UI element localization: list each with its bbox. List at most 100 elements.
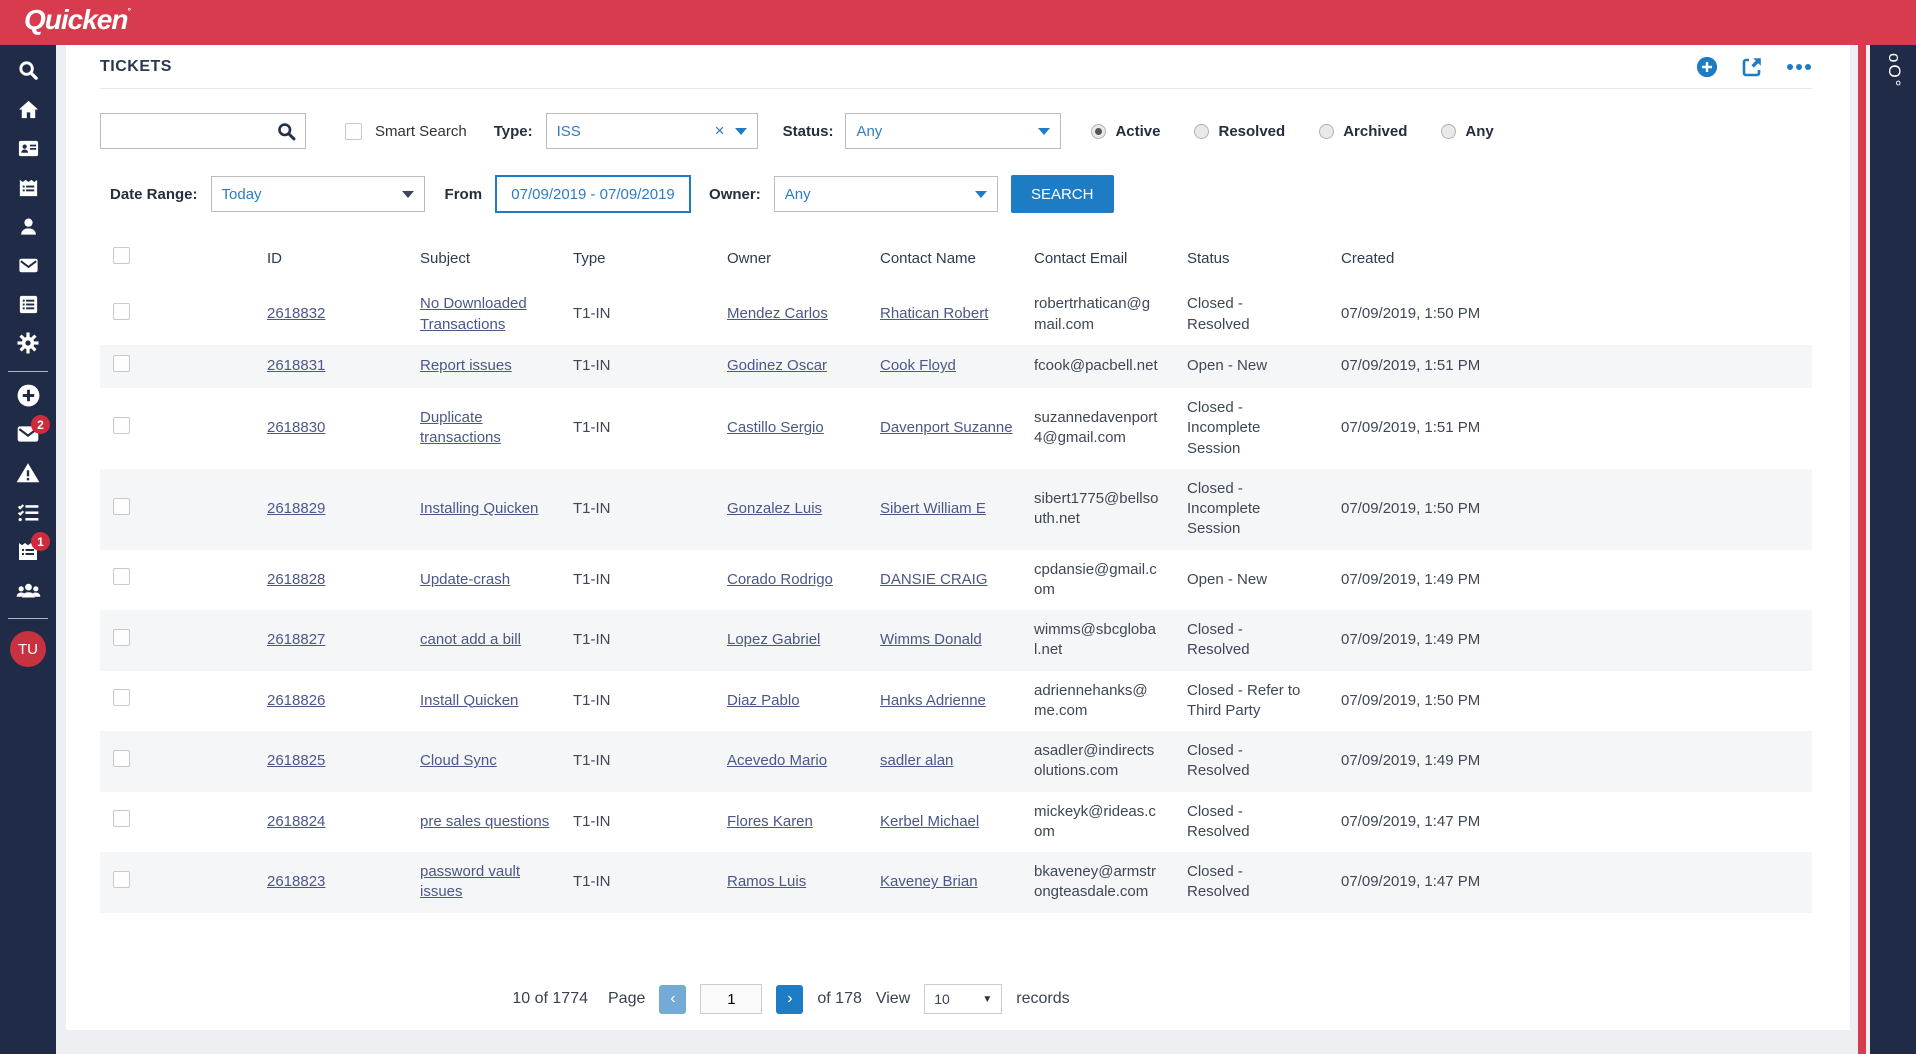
- sidebar-item-home[interactable]: [0, 92, 56, 131]
- row-checkbox[interactable]: [113, 354, 130, 372]
- column-header-created[interactable]: Created: [1341, 249, 1395, 267]
- column-header-contact-name[interactable]: Contact Name: [880, 249, 976, 267]
- row-checkbox[interactable]: [113, 416, 130, 434]
- row-checkbox[interactable]: [113, 749, 130, 767]
- radio-button[interactable]: [1319, 123, 1335, 139]
- column-header-id[interactable]: ID: [267, 249, 282, 267]
- ticket-subject-link[interactable]: canot add a bill: [420, 631, 521, 649]
- sidebar-item-tasks[interactable]: [0, 495, 56, 534]
- sidebar-item-alerts[interactable]: [0, 456, 56, 495]
- date-range-dropdown[interactable]: Today: [210, 176, 425, 212]
- contact-name-link[interactable]: sadler alan: [880, 752, 954, 770]
- ticket-subject-link[interactable]: Install Quicken: [420, 691, 519, 709]
- ticket-id-link[interactable]: 2618826: [267, 691, 326, 709]
- sidebar-item-my-tickets[interactable]: 1: [0, 532, 56, 573]
- next-page-button[interactable]: ›: [776, 984, 804, 1014]
- sidebar-item-search[interactable]: [0, 53, 56, 92]
- radio-button[interactable]: [1091, 123, 1107, 139]
- sidebar-item-contacts[interactable]: [0, 131, 56, 170]
- ticket-subject-link[interactable]: Report issues: [420, 357, 512, 375]
- prev-page-button[interactable]: ‹: [659, 984, 687, 1014]
- ticket-owner-link[interactable]: Ramos Luis: [727, 873, 807, 891]
- sidebar-item-profile[interactable]: [0, 209, 56, 248]
- ticket-owner-link[interactable]: Corado Rodrigo: [727, 570, 833, 588]
- ticket-owner-link[interactable]: Lopez Gabriel: [727, 631, 821, 649]
- sidebar-item-settings[interactable]: [0, 326, 56, 365]
- ticket-subject-link[interactable]: pre sales questions: [420, 812, 550, 830]
- search-icon[interactable]: [276, 121, 297, 147]
- sidebar-item-lists[interactable]: [0, 287, 56, 326]
- ticket-id-link[interactable]: 2618831: [267, 357, 326, 375]
- row-checkbox[interactable]: [113, 302, 130, 320]
- ticket-id-link[interactable]: 2618830: [267, 419, 326, 437]
- ticket-id-link[interactable]: 2618823: [267, 873, 326, 891]
- contact-name-link[interactable]: DANSIE CRAIG: [880, 570, 988, 588]
- ticket-id-link[interactable]: 2618828: [267, 570, 326, 588]
- row-checkbox[interactable]: [113, 689, 130, 707]
- right-collapsed-panel[interactable]: oO°: [1870, 45, 1916, 1054]
- owner-dropdown[interactable]: Any: [773, 176, 998, 212]
- ticket-search-input[interactable]: [101, 114, 271, 146]
- status-radio-archived[interactable]: Archived: [1319, 123, 1407, 140]
- ticket-subject-link[interactable]: Installing Quicken: [420, 500, 539, 517]
- ticket-owner-link[interactable]: Diaz Pablo: [727, 691, 800, 709]
- ticket-id-link[interactable]: 2618827: [267, 631, 326, 649]
- contact-name-link[interactable]: Kaveney Brian: [880, 873, 978, 891]
- contact-name-link[interactable]: Wimms Donald: [880, 631, 982, 649]
- row-checkbox[interactable]: [113, 628, 130, 646]
- row-checkbox[interactable]: [113, 870, 130, 888]
- ticket-id-link[interactable]: 2618829: [267, 500, 326, 517]
- ticket-id-link[interactable]: 2618824: [267, 812, 326, 830]
- sidebar-item-tickets[interactable]: [0, 170, 56, 209]
- ticket-owner-link[interactable]: Acevedo Mario: [727, 752, 828, 770]
- radio-button[interactable]: [1194, 123, 1210, 139]
- sidebar-item-new[interactable]: [0, 378, 56, 417]
- row-checkbox[interactable]: [113, 568, 130, 586]
- more-options-button[interactable]: [1786, 62, 1812, 72]
- status-radio-active[interactable]: Active: [1091, 123, 1160, 140]
- clear-type-icon[interactable]: ×: [714, 121, 725, 140]
- contact-name-link[interactable]: Rhatican Robert: [880, 305, 989, 323]
- row-checkbox[interactable]: [113, 497, 130, 515]
- status-radio-resolved[interactable]: Resolved: [1194, 123, 1285, 140]
- column-header-subject[interactable]: Subject: [420, 249, 471, 267]
- ticket-subject-link[interactable]: Update-crash: [420, 570, 511, 588]
- date-from-input[interactable]: [495, 175, 692, 213]
- ticket-subject-link[interactable]: password vault issues: [420, 863, 521, 901]
- ticket-id-link[interactable]: 2618832: [267, 305, 326, 323]
- contact-name-link[interactable]: Davenport Suzanne: [880, 419, 1013, 437]
- select-all-checkbox[interactable]: [113, 247, 130, 264]
- page-size-select[interactable]: 10 ▼: [924, 984, 1003, 1014]
- smart-search-checkbox[interactable]: [345, 122, 362, 140]
- status-radio-any[interactable]: Any: [1441, 123, 1494, 140]
- sidebar-item-inbox[interactable]: 2: [0, 415, 56, 456]
- type-dropdown[interactable]: ISS ×: [545, 113, 758, 149]
- status-dropdown[interactable]: Any: [845, 113, 1062, 149]
- user-avatar[interactable]: TU: [10, 631, 46, 667]
- row-checkbox[interactable]: [113, 810, 130, 828]
- ticket-owner-link[interactable]: Castillo Sergio: [727, 419, 824, 437]
- ticket-subject-link[interactable]: No Downloaded Transactions: [420, 295, 527, 333]
- column-header-status[interactable]: Status: [1187, 249, 1230, 267]
- search-button[interactable]: SEARCH: [1010, 175, 1114, 213]
- sidebar-item-mail[interactable]: [0, 248, 56, 287]
- ticket-owner-link[interactable]: Flores Karen: [727, 812, 813, 830]
- ticket-subject-link[interactable]: Cloud Sync: [420, 752, 497, 770]
- column-header-type[interactable]: Type: [573, 249, 606, 267]
- contact-name-link[interactable]: Sibert William E: [880, 500, 986, 517]
- page-number-input[interactable]: [700, 984, 763, 1014]
- column-header-owner[interactable]: Owner: [727, 249, 772, 267]
- export-button[interactable]: [1740, 55, 1764, 79]
- ticket-owner-link[interactable]: Gonzalez Luis: [727, 500, 823, 517]
- radio-button[interactable]: [1441, 123, 1457, 139]
- ticket-owner-link[interactable]: Godinez Oscar: [727, 357, 828, 375]
- ticket-owner-link[interactable]: Mendez Carlos: [727, 305, 828, 323]
- sidebar-item-teams[interactable]: [0, 573, 56, 612]
- column-header-contact-email[interactable]: Contact Email: [1034, 249, 1128, 267]
- ticket-id-link[interactable]: 2618825: [267, 752, 326, 770]
- contact-name-link[interactable]: Cook Floyd: [880, 357, 956, 375]
- ticket-subject-link[interactable]: Duplicate transactions: [420, 409, 501, 447]
- contact-name-link[interactable]: Kerbel Michael: [880, 812, 980, 830]
- contact-name-link[interactable]: Hanks Adrienne: [880, 691, 986, 709]
- add-ticket-button[interactable]: [1696, 56, 1718, 78]
